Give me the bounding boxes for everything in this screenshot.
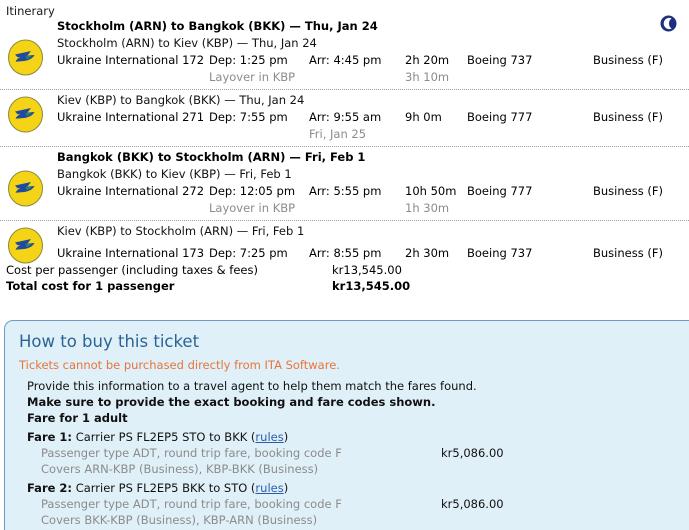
fare-detail-row: Passenger type ADT, round trip fare, boo…	[27, 445, 689, 461]
moon-icon	[660, 15, 677, 32]
cabin-class: Business (F)	[593, 246, 663, 260]
fare-description-tail: )	[283, 481, 289, 495]
departure-time: Dep: 7:55 pm	[209, 110, 288, 124]
itinerary-label: Itinerary	[6, 4, 55, 18]
leg-title: Stockholm (ARN) to Kiev (KBP) — Thu, Jan…	[57, 36, 317, 50]
arrival-time: Arr: 8:55 pm	[309, 246, 382, 260]
arrival-time: Arr: 4:45 pm	[309, 53, 382, 67]
fare-detail: Passenger type ADT, round trip fare, boo…	[41, 446, 342, 460]
airline-logo-icon	[7, 39, 44, 76]
how-to-buy-panel: How to buy this ticket Tickets cannot be…	[4, 320, 689, 530]
itinerary-leg[interactable]: Stockholm (ARN) to Kiev (KBP) — Thu, Jan…	[0, 35, 689, 86]
layover-note: Layover in KBP	[209, 201, 296, 215]
cost-per-passenger-amount: kr13,545.00	[332, 263, 402, 277]
flight-duration: 9h 0m	[405, 110, 442, 124]
aircraft-equipment: Boeing 737	[467, 53, 533, 67]
how-to-buy-title: How to buy this ticket	[19, 332, 200, 351]
leg-separator	[0, 220, 689, 221]
flight-duration: 2h 20m	[405, 53, 450, 67]
leg-title: Bangkok (BKK) to Kiev (KBP) — Fri, Feb 1	[57, 167, 292, 181]
arrival-next-day: Fri, Jan 25	[309, 127, 367, 141]
cost-per-passenger-row: Cost per passenger (including taxes & fe…	[0, 262, 689, 278]
fare-block: Fare 1: Carrier PS FL2EP5 STO to BKK (ru…	[27, 426, 689, 477]
fare-amount: kr5,086.00	[441, 446, 504, 460]
itinerary-leg[interactable]: Bangkok (BKK) to Kiev (KBP) — Fri, Feb 1…	[0, 166, 689, 217]
flight-duration: 10h 50m	[405, 184, 457, 198]
fare-rules-link[interactable]: rules	[255, 430, 284, 444]
leg-detail-row: Ukraine International 172 Dep: 1:25 pm A…	[57, 52, 689, 69]
departure-time: Dep: 12:05 pm	[209, 184, 296, 198]
purchase-warning: Tickets cannot be purchased directly fro…	[19, 358, 340, 372]
total-cost-amount: kr13,545.00	[332, 279, 411, 293]
buy-instruction: Provide this information to a travel age…	[27, 379, 477, 393]
cabin-class: Business (F)	[593, 110, 663, 124]
departure-time: Dep: 1:25 pm	[209, 53, 288, 67]
fare-covers: Covers ARN-KBP (Business), KBP-BKK (Busi…	[41, 462, 319, 476]
cabin-class: Business (F)	[593, 184, 663, 198]
how-to-buy-body: Provide this information to a travel age…	[5, 373, 689, 528]
airline-logo-icon	[7, 96, 44, 133]
fare-amount: kr5,086.00	[441, 497, 504, 511]
airline-logo-icon	[7, 227, 44, 264]
fare-label: Fare 1:	[27, 430, 73, 444]
cabin-class: Business (F)	[593, 53, 663, 67]
leg-detail-row: Ukraine International 173 Dep: 7:25 pm A…	[57, 245, 689, 262]
leg-title: Kiev (KBP) to Bangkok (BKK) — Thu, Jan 2…	[57, 93, 305, 107]
fare-description-tail: )	[283, 430, 289, 444]
direction-heading: Bangkok (BKK) to Stockholm (ARN) — Fri, …	[57, 150, 366, 164]
fare-for-label: Fare for 1 adult	[27, 411, 128, 425]
total-cost-label: Total cost for 1 passenger	[6, 279, 175, 293]
fare-detail-row: Passenger type ADT, round trip fare, boo…	[27, 496, 689, 512]
flight-number: Ukraine International 272	[57, 184, 205, 198]
aircraft-equipment: Boeing 777	[467, 184, 533, 198]
fare-heading: Fare 2: Carrier PS FL2EP5 BKK to STO (ru…	[27, 478, 689, 496]
leg-detail-row: Ukraine International 272 Dep: 12:05 pm …	[57, 183, 689, 200]
flight-number: Ukraine International 172	[57, 53, 205, 67]
flight-number: Ukraine International 173	[57, 246, 205, 260]
arrival-time: Arr: 9:55 am	[309, 110, 382, 124]
direction-separator	[0, 146, 689, 147]
leg-layover-row: Fri, Jan 25	[57, 126, 689, 143]
buy-instruction-emphasis: Make sure to provide the exact booking a…	[27, 395, 436, 409]
leg-detail-row: Ukraine International 271 Dep: 7:55 pm A…	[57, 109, 689, 126]
leg-title: Kiev (KBP) to Stockholm (ARN) — Fri, Feb…	[57, 224, 305, 238]
layover-duration: 3h 10m	[405, 70, 450, 84]
leg-separator	[0, 89, 689, 90]
itinerary-list: Stockholm (ARN) to Bangkok (BKK) — Thu, …	[0, 18, 689, 269]
fare-detail: Passenger type ADT, round trip fare, boo…	[41, 497, 342, 511]
fare-rules-link[interactable]: rules	[255, 481, 284, 495]
layover-note: Layover in KBP	[209, 70, 296, 84]
total-cost-row: Total cost for 1 passenger kr13,545.00	[0, 278, 689, 294]
flight-number: Ukraine International 271	[57, 110, 205, 124]
fare-block: Fare 2: Carrier PS FL2EP5 BKK to STO (ru…	[27, 477, 689, 528]
cost-per-passenger-label: Cost per passenger (including taxes & fe…	[6, 263, 258, 277]
arrival-time: Arr: 5:55 pm	[309, 184, 382, 198]
flight-duration: 2h 30m	[405, 246, 450, 260]
departure-time: Dep: 7:25 pm	[209, 246, 288, 260]
fare-description: Carrier PS FL2EP5 BKK to STO (	[75, 481, 256, 495]
layover-duration: 1h 30m	[405, 201, 450, 215]
itinerary-leg[interactable]: Kiev (KBP) to Stockholm (ARN) — Fri, Feb…	[0, 223, 689, 269]
cost-summary: Cost per passenger (including taxes & fe…	[0, 262, 689, 294]
leg-layover-row: Layover in KBP 1h 30m	[57, 200, 689, 217]
fare-covers: Covers BKK-KBP (Business), KBP-ARN (Busi…	[41, 513, 318, 527]
aircraft-equipment: Boeing 777	[467, 110, 533, 124]
direction-heading: Stockholm (ARN) to Bangkok (BKK) — Thu, …	[57, 19, 378, 33]
itinerary-leg[interactable]: Kiev (KBP) to Bangkok (BKK) — Thu, Jan 2…	[0, 92, 689, 143]
leg-layover-row: Layover in KBP 3h 10m	[57, 69, 689, 86]
fare-description: Carrier PS FL2EP5 STO to BKK (	[75, 430, 256, 444]
fare-heading: Fare 1: Carrier PS FL2EP5 STO to BKK (ru…	[27, 427, 689, 445]
aircraft-equipment: Boeing 737	[467, 246, 533, 260]
fare-label: Fare 2:	[27, 481, 73, 495]
airline-logo-icon	[7, 170, 44, 207]
